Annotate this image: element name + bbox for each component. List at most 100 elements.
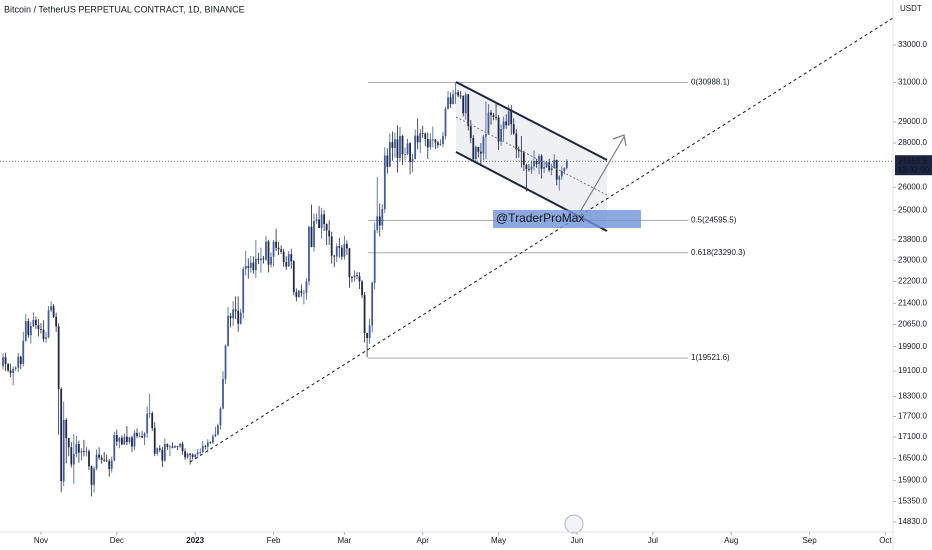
y-tick-label: 28000.0: [898, 138, 927, 147]
candle-body: [437, 142, 439, 145]
candle-body: [399, 136, 401, 158]
candle-body: [209, 442, 212, 444]
candle-body: [361, 281, 363, 296]
countdown-label: 13:32:00: [898, 165, 930, 174]
candle-body: [421, 133, 424, 134]
candle-body: [113, 434, 116, 461]
candle-body: [330, 236, 333, 256]
candle-body: [234, 309, 237, 311]
candle-body: [492, 115, 495, 117]
candle-body: [260, 258, 262, 261]
y-tick-label: 14830.0: [898, 517, 927, 526]
candle-body: [323, 214, 326, 225]
candle-body: [77, 444, 80, 453]
candle-body: [525, 164, 528, 170]
candle-body: [449, 97, 452, 105]
nav-icon[interactable]: [564, 514, 584, 534]
candle-body: [211, 436, 214, 443]
candle-body: [14, 367, 17, 369]
candle-body: [333, 255, 336, 257]
candle-body: [378, 216, 381, 226]
candle-body: [356, 275, 358, 277]
candle-body: [351, 277, 353, 278]
candle-body: [419, 133, 422, 143]
candle-body: [414, 135, 417, 159]
candle-body: [219, 408, 222, 426]
candle-body: [85, 451, 88, 452]
last-price-box: [895, 155, 932, 176]
fib-label: 0(30988.1): [691, 78, 730, 87]
candle-body: [123, 436, 126, 445]
watermark: @TraderProMax: [496, 211, 584, 225]
last-price-label: 27159.5: [898, 156, 927, 165]
candle-body: [176, 446, 179, 448]
candle-body: [35, 319, 37, 326]
candle-body: [520, 151, 523, 152]
candle-body: [553, 159, 556, 169]
candle-body: [249, 262, 252, 268]
candle-body: [325, 224, 328, 231]
candle-body: [55, 316, 58, 327]
x-tick-label: 2023: [186, 536, 204, 545]
candle-body: [391, 142, 394, 148]
candle-body: [115, 434, 118, 442]
candle-body: [52, 306, 55, 317]
candle-body: [60, 388, 63, 482]
candle-body: [505, 121, 508, 126]
candle-body: [128, 437, 131, 442]
candle-body: [363, 295, 366, 334]
candle-body: [32, 319, 35, 327]
x-tick-label: Dec: [110, 536, 124, 545]
candle-body: [396, 139, 399, 158]
candle-body: [222, 378, 224, 409]
candle-body: [108, 460, 111, 469]
candle-body: [244, 266, 247, 269]
arrow: [579, 136, 625, 213]
candle-body: [232, 309, 234, 319]
candle-body: [143, 433, 146, 438]
candle-body: [179, 443, 181, 447]
y-tick-label: 21400.0: [898, 298, 927, 307]
candle-body: [560, 170, 563, 177]
candle-body: [368, 325, 371, 339]
candle-body: [371, 282, 374, 326]
candle-body: [131, 437, 133, 447]
candle-body: [282, 251, 285, 263]
candle-body: [138, 436, 141, 437]
y-tick-label: 19900.0: [898, 342, 927, 351]
candle-body: [9, 370, 12, 373]
candle-body: [510, 111, 513, 125]
candle-body: [37, 325, 40, 330]
x-tick-label: Feb: [267, 536, 281, 545]
candle-body: [270, 256, 272, 265]
x-tick-label: Aug: [724, 536, 738, 545]
candle-body: [358, 276, 361, 282]
candle-body: [47, 310, 50, 338]
candle-body: [507, 111, 510, 126]
candle-body: [103, 459, 106, 461]
candle-body: [517, 149, 520, 152]
candle-body: [118, 437, 121, 442]
candle-body: [148, 413, 151, 414]
candle-body: [242, 268, 245, 313]
candle-body: [141, 436, 143, 438]
candle-body: [151, 413, 154, 429]
candle-body: [295, 292, 298, 297]
price-axis: [893, 0, 932, 550]
candle-body: [257, 258, 260, 261]
candle-body: [201, 445, 204, 453]
candle-body: [191, 454, 194, 457]
candle-body: [275, 241, 277, 248]
candle-body: [454, 92, 457, 95]
candle-body: [565, 161, 568, 168]
candle-body: [386, 155, 389, 167]
candle-body: [229, 315, 232, 319]
candle-body: [548, 162, 551, 171]
candle-body: [265, 241, 267, 260]
y-tick-label: 19100.0: [898, 366, 927, 375]
candle-body: [434, 139, 437, 143]
candle-body: [169, 446, 171, 448]
fib-label: 0.618(23290.3): [691, 248, 746, 257]
candle-body: [252, 262, 255, 271]
candle-body: [22, 340, 25, 364]
